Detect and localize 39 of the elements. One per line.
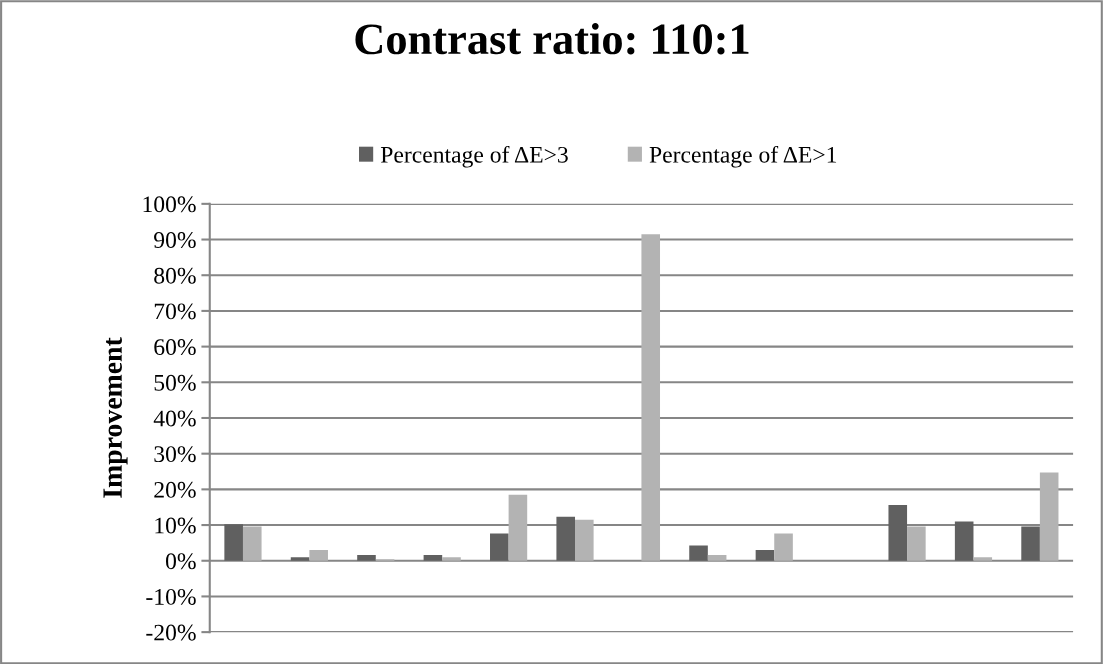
- bar: [508, 494, 528, 561]
- bar: [290, 557, 310, 561]
- bar: [309, 550, 328, 561]
- bar: [755, 550, 775, 561]
- y-tick-label: 60%: [154, 339, 196, 356]
- y-tick-label: 40%: [153, 410, 196, 427]
- bar: [689, 545, 708, 561]
- y-tick-label: 10%: [155, 517, 196, 534]
- bar: [1039, 472, 1059, 561]
- bar: [357, 555, 376, 561]
- bar: [242, 526, 262, 561]
- bar: [973, 557, 993, 561]
- y-tick-label: -20%: [146, 624, 196, 641]
- y-tick-label: -10%: [146, 588, 196, 605]
- y-axis-title: Improvement: [103, 337, 128, 498]
- y-tick-label: 70%: [154, 303, 196, 320]
- bar: [556, 516, 576, 561]
- bar: [641, 234, 661, 561]
- y-tick-label: 100%: [143, 196, 196, 213]
- chart-title: Contrast ratio: 110:1: [355, 23, 749, 55]
- bar: [423, 555, 443, 561]
- bar: [490, 533, 509, 561]
- legend-label: Percentage of ΔE>3: [380, 145, 568, 168]
- bar: [774, 533, 793, 561]
- y-tick-label: 80%: [154, 267, 196, 284]
- bar: [888, 505, 908, 561]
- bar: [907, 526, 926, 561]
- y-tick-label: 30%: [154, 446, 196, 463]
- y-tick-label: 90%: [154, 232, 196, 249]
- bar: [1021, 526, 1040, 561]
- bar: [575, 519, 594, 561]
- y-tick-label: 50%: [154, 374, 196, 391]
- bar: [224, 524, 243, 561]
- legend-label: Percentage of ΔE>1: [649, 145, 837, 168]
- y-tick-label: 0%: [165, 553, 196, 570]
- bar: [442, 557, 461, 561]
- bar: [707, 555, 727, 561]
- bar: [954, 521, 974, 561]
- y-tick-label: 20%: [154, 481, 196, 498]
